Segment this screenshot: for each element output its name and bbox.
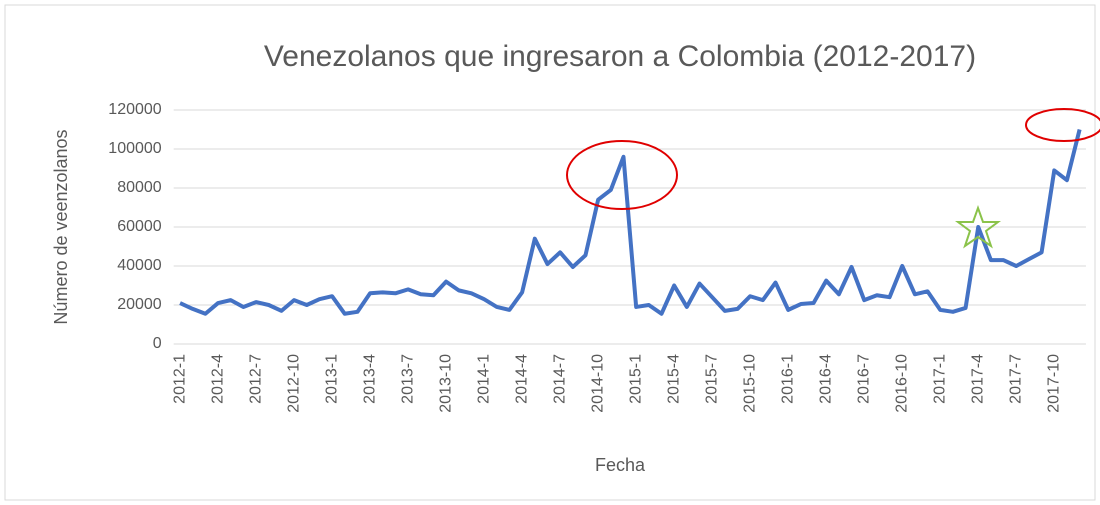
x-tick-label: 2013-1 bbox=[323, 354, 340, 404]
y-tick-label: 100000 bbox=[108, 140, 161, 157]
x-tick-label: 2014-1 bbox=[475, 354, 492, 404]
data-line bbox=[179, 129, 1082, 316]
x-axis-title: Fecha bbox=[595, 455, 646, 475]
x-tick-label: 2015-10 bbox=[741, 354, 758, 413]
star-marker bbox=[955, 205, 1001, 249]
y-tick-label: 40000 bbox=[117, 257, 162, 274]
x-tick-label: 2017-10 bbox=[1045, 354, 1062, 413]
x-tick-label: 2013-7 bbox=[399, 354, 416, 404]
x-tick-label: 2013-10 bbox=[437, 354, 454, 413]
y-tick-label: 60000 bbox=[117, 218, 162, 235]
x-tick-label: 2015-1 bbox=[627, 354, 644, 404]
x-tick-label: 2014-7 bbox=[551, 354, 568, 404]
y-tick-label: 120000 bbox=[108, 101, 161, 118]
x-tick-label: 2015-7 bbox=[703, 354, 720, 404]
plot: 0 20000 40000 60000 80000 100000 120000 2012-1 2… bbox=[108, 101, 1086, 413]
y-tick-label: 20000 bbox=[117, 296, 162, 313]
x-tick-label: 2012-1 bbox=[171, 354, 188, 404]
x-tick-label: 2017-7 bbox=[1007, 354, 1024, 404]
x-tick-label: 2017-1 bbox=[931, 354, 948, 404]
x-tick-label: 2016-4 bbox=[817, 354, 834, 404]
y-axis-title: Número de veenzolanos bbox=[51, 129, 71, 324]
x-tick-label: 2016-1 bbox=[779, 354, 796, 404]
y-tick-label: 0 bbox=[153, 335, 162, 352]
chart-title: Venezolanos que ingresaron a Colombia (2… bbox=[264, 40, 976, 73]
y-tick-label: 80000 bbox=[117, 179, 162, 196]
x-tick-label: 2013-4 bbox=[361, 354, 378, 404]
x-tick-label: 2015-4 bbox=[665, 354, 682, 404]
x-tick-label: 2016-7 bbox=[855, 354, 872, 404]
x-tick-label: 2012-4 bbox=[209, 354, 226, 404]
highlight-ellipse bbox=[566, 140, 678, 210]
highlight-ellipse bbox=[1025, 108, 1100, 142]
x-tick-label: 2016-10 bbox=[893, 354, 910, 413]
x-tick-label: 2014-4 bbox=[513, 354, 530, 404]
x-tick-label: 2017-4 bbox=[969, 354, 986, 404]
x-tick-label: 2012-10 bbox=[285, 354, 302, 413]
x-tick-label: 2014-10 bbox=[589, 354, 606, 413]
x-tick-label: 2012-7 bbox=[247, 354, 264, 404]
chart-border bbox=[4, 4, 1096, 501]
